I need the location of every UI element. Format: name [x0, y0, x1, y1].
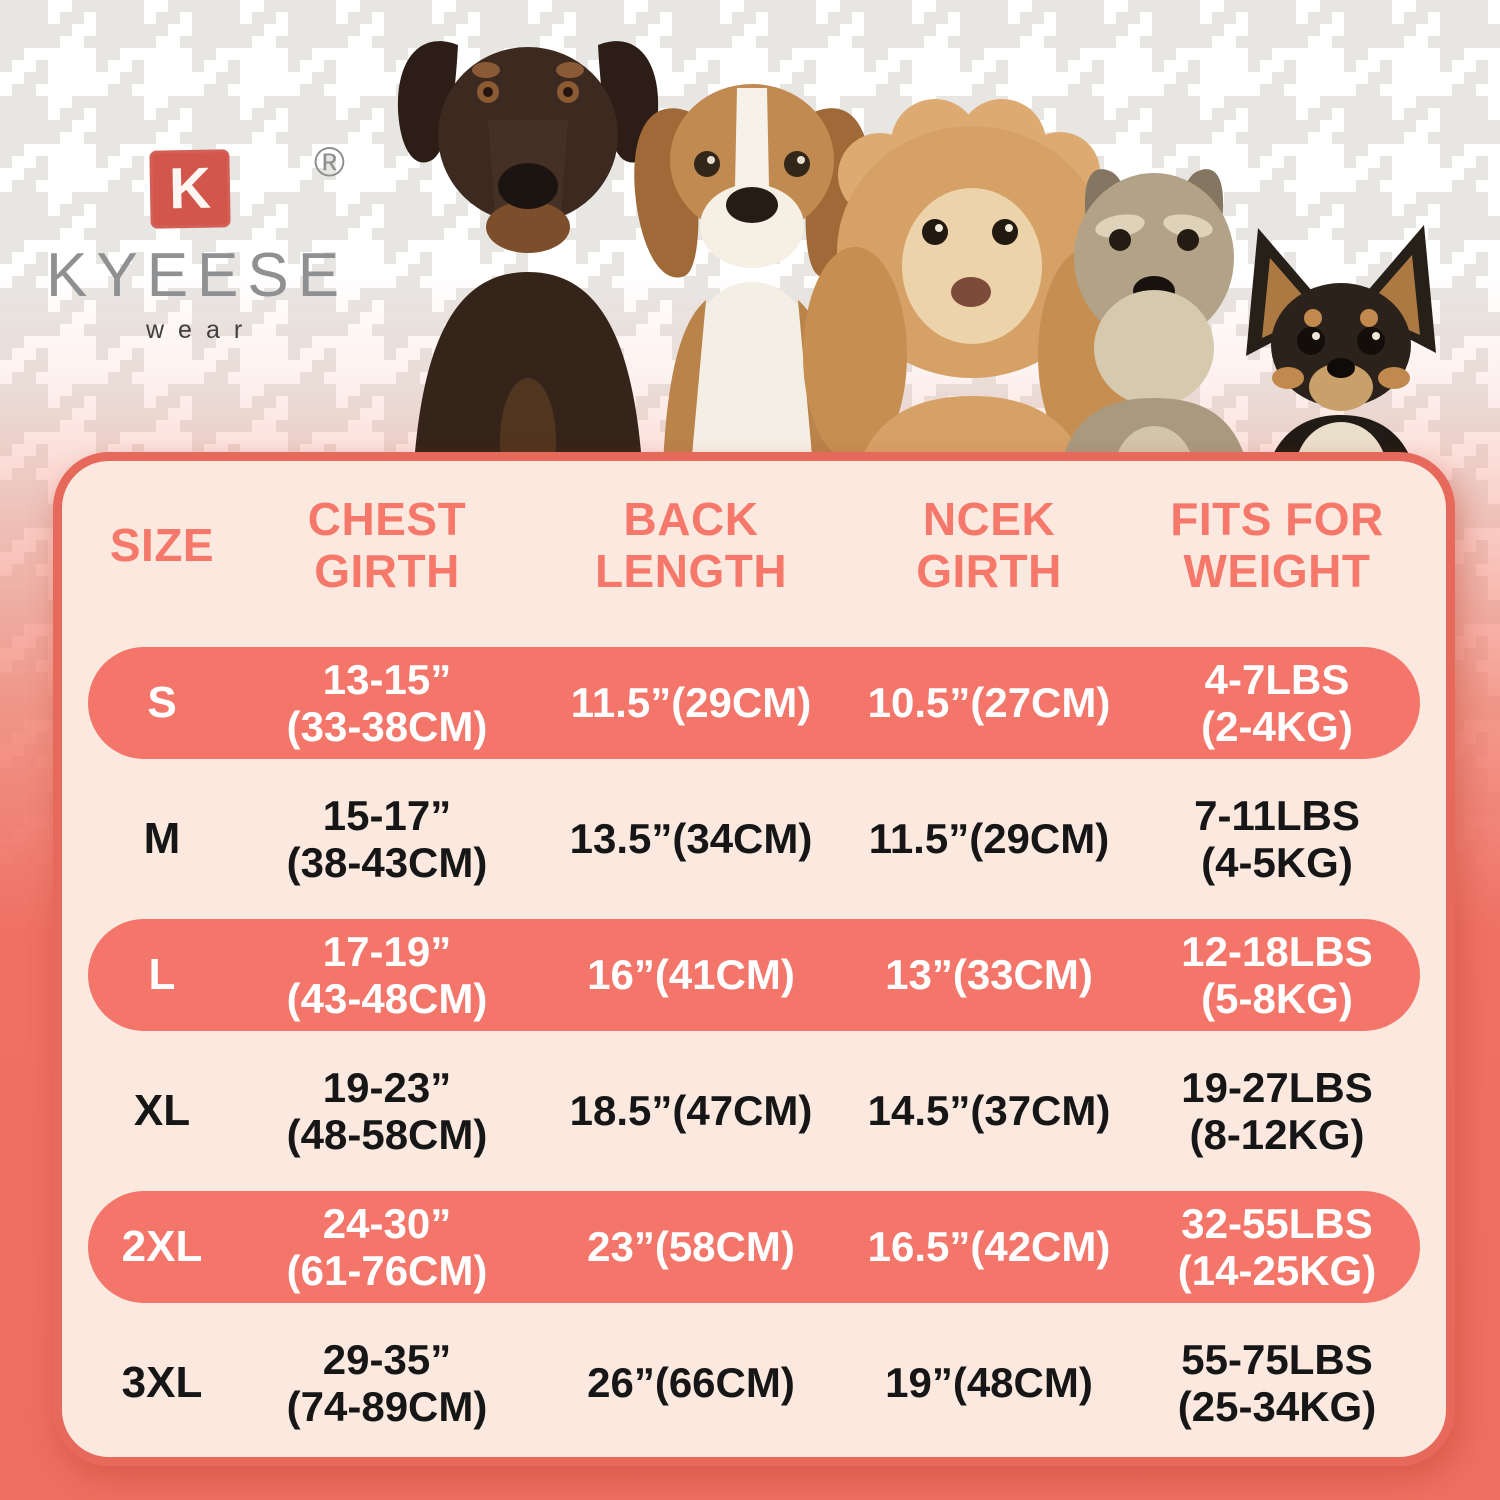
cell-neck: 16.5”(42CM)	[867, 1223, 1111, 1271]
dog-doberman	[397, 41, 659, 500]
cell-neck: 19”(48CM)	[885, 1359, 1093, 1407]
table-row-l: L 17-19” (43-48CM) 16”(41CM) 13”(33CM) 1…	[88, 919, 1420, 1031]
column-header-chest: CHEST GIRTH	[307, 493, 467, 597]
table-row-3xl: 3XL 29-35” (74-89CM) 26”(66CM) 19”(48CM)…	[88, 1327, 1420, 1439]
size-chart-panel: SIZE CHEST GIRTH BACK LENGTH NCEK GIRTH …	[53, 452, 1455, 1466]
cell-size: XL	[133, 1086, 191, 1136]
cell-back: 18.5”(47CM)	[569, 1087, 813, 1135]
cell-size: M	[143, 814, 181, 864]
column-header-size: SIZE	[109, 519, 215, 572]
cell-back: 26”(66CM)	[587, 1359, 795, 1407]
registered-trademark-symbol: ®	[314, 138, 345, 185]
column-header-neck: NCEK GIRTH	[916, 493, 1062, 597]
cell-size: S	[147, 678, 177, 728]
cell-weight: 12-18LBS (5-8KG)	[1181, 927, 1373, 1022]
table-row-s: S 13-15” (33-38CM) 11.5”(29CM) 10.5”(27C…	[88, 647, 1420, 759]
cell-weight: 7-11LBS (4-5KG)	[1194, 791, 1360, 886]
size-chart-header-row: SIZE CHEST GIRTH BACK LENGTH NCEK GIRTH …	[88, 481, 1420, 611]
table-row-m: M 15-17” (38-43CM) 13.5”(34CM) 11.5”(29C…	[88, 783, 1420, 895]
cell-weight: 4-7LBS (2-4KG)	[1201, 655, 1353, 750]
cell-neck: 14.5”(37CM)	[867, 1087, 1111, 1135]
cell-size: 2XL	[121, 1222, 203, 1272]
table-row-xl: XL 19-23” (48-58CM) 18.5”(47CM) 14.5”(37…	[88, 1055, 1420, 1167]
cell-size: 3XL	[121, 1358, 203, 1408]
brand-name: KYEESE	[46, 241, 349, 310]
brand-logo-mark: K	[149, 149, 231, 229]
cell-weight: 19-27LBS (8-12KG)	[1181, 1063, 1373, 1158]
cell-chest: 19-23” (48-58CM)	[286, 1063, 488, 1158]
cell-weight: 55-75LBS (25-34KG)	[1177, 1335, 1377, 1430]
column-header-back: BACK LENGTH	[594, 493, 788, 597]
cell-neck: 10.5”(27CM)	[867, 679, 1111, 727]
cell-back: 23”(58CM)	[587, 1223, 795, 1271]
dogs-photo-row	[397, 41, 1436, 500]
cell-size: L	[148, 950, 176, 1000]
dog-schnauzer	[1056, 169, 1252, 500]
cell-chest: 29-35” (74-89CM)	[286, 1335, 488, 1430]
cell-chest: 15-17” (38-43CM)	[286, 791, 488, 886]
table-row-2xl: 2XL 24-30” (61-76CM) 23”(58CM) 16.5”(42C…	[88, 1191, 1420, 1303]
cell-chest: 17-19” (43-48CM)	[286, 927, 488, 1022]
cell-back: 13.5”(34CM)	[569, 815, 813, 863]
cell-neck: 13”(33CM)	[885, 951, 1093, 999]
brand-logo-letter: K	[168, 155, 212, 222]
column-header-weight: FITS FOR WEIGHT	[1170, 493, 1384, 597]
cell-chest: 13-15” (33-38CM)	[286, 655, 488, 750]
cell-neck: 11.5”(29CM)	[868, 815, 1110, 863]
cell-back: 16”(41CM)	[587, 951, 795, 999]
cell-weight: 32-55LBS (14-25KG)	[1177, 1199, 1377, 1294]
cell-chest: 24-30” (61-76CM)	[286, 1199, 488, 1294]
cell-back: 11.5”(29CM)	[570, 679, 812, 727]
brand-subtitle: wear	[146, 316, 257, 344]
